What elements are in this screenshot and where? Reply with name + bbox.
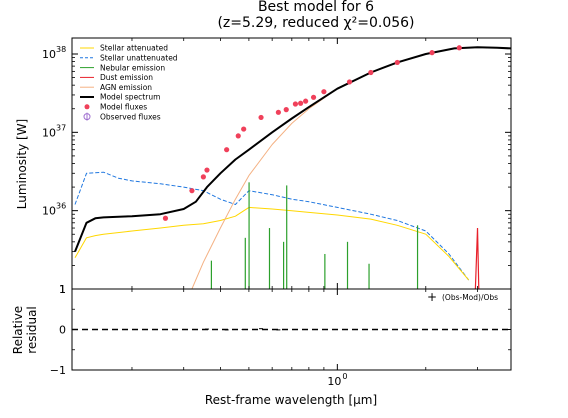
legend-label: Stellar attenuated [100,44,168,53]
residual-y-tick-label: 1 [59,283,66,296]
legend-entry: Stellar attenuated [80,44,168,53]
legend-label: Nebular emission [100,63,165,72]
legend-label: Model fluxes [100,103,147,112]
y-tick-label: 10 [42,205,56,218]
chart-subtitle: (z=5.29, reduced χ²=0.056) [217,15,414,31]
legend-entry: Observed fluxes [83,112,161,121]
legend-label: Stellar unattenuated [100,54,178,63]
main-plot-marks [74,45,511,289]
legend-entry: Dust emission [80,73,153,82]
model-flux-point [303,98,309,104]
y-tick-label: 1 [59,283,66,296]
y-tick-exponent: 38 [56,45,66,54]
legend-label: Observed fluxes [100,112,161,121]
legend-entry: Model spectrum [80,93,160,102]
model-flux-point [241,126,247,132]
legend-label: Model spectrum [100,93,160,102]
legend-entry: Stellar unattenuated [80,54,178,63]
legend-entry: Model fluxes [84,103,147,112]
model-flux-point [235,133,241,139]
model-flux-point [204,167,210,173]
x-axis-label: Rest-frame wavelength [μm] [205,393,377,407]
y-tick-label: 10 [42,126,56,139]
model-flux-point [283,107,289,113]
chart-title: Best model for 6 [258,0,374,15]
residual-legend-marker: + [427,290,437,304]
legend-entry: AGN emission [80,83,152,92]
residual-plot: 10 0−101+ (Obs-Mod)/Obs [50,283,512,388]
y-tick-label: 10 [42,48,56,61]
series-model-spectrum [74,46,511,252]
series-stellar-unattenuated [74,171,470,281]
y-tick-exponent: 36 [56,202,66,211]
model-flux-point [275,109,281,115]
model-flux-point [321,89,327,95]
model-flux-point [368,69,374,76]
residual-legend-label: (Obs-Mod)/Obs [442,293,498,302]
model-flux-point [200,174,206,180]
residual-plot-marks [72,328,511,331]
residual-y-tick-label: −1 [50,364,66,377]
model-flux-point [258,114,264,121]
model-flux-point [310,94,317,100]
legend-label: AGN emission [100,83,152,92]
model-flux-point [394,59,400,66]
model-flux-point [292,101,299,107]
model-flux-point [189,188,195,194]
model-flux-point [162,215,169,221]
series-stellar-attenuated [74,206,470,281]
y-axis-label: Luminosity [W] [15,119,29,210]
x-tick-label: 10 [327,375,341,388]
model-flux-point [224,147,230,153]
x-tick-exponent: 0 [342,372,347,381]
model-flux-point [456,45,462,51]
y-tick-exponent: 37 [56,123,66,132]
residual-y-label-line-2: residual [25,306,39,354]
model-flux-point [346,79,353,85]
legend-swatch [84,104,90,110]
model-flux-point [429,50,435,56]
legend-entry: Nebular emission [80,63,165,72]
residual-plot-ticks: 10 0−101+ (Obs-Mod)/Obs [50,283,511,388]
residual-y-tick-label: 0 [59,324,66,337]
residual-y-label-line-1: Relative [11,306,25,354]
legend-label: Dust emission [100,73,153,82]
series-dust-emission [474,228,480,289]
model-flux-point [298,100,304,106]
